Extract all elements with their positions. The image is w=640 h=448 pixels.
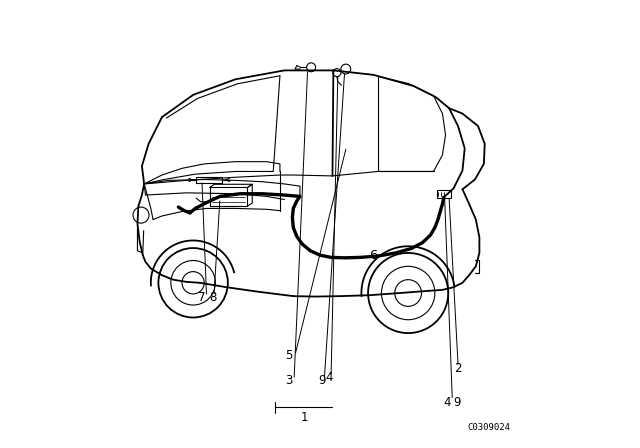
Text: 9: 9 (453, 396, 461, 409)
Text: 4: 4 (443, 396, 451, 409)
Text: 7: 7 (198, 291, 206, 304)
Text: 2: 2 (454, 362, 462, 375)
Text: 3: 3 (285, 374, 292, 387)
Text: 6: 6 (369, 249, 378, 262)
Text: 5: 5 (285, 349, 292, 362)
Text: 1: 1 (300, 411, 308, 424)
Bar (436, 190, 451, 198)
Text: 8: 8 (209, 291, 217, 304)
Text: 4: 4 (325, 371, 333, 384)
Text: C0309024: C0309024 (468, 423, 511, 432)
Text: 9: 9 (319, 374, 326, 387)
